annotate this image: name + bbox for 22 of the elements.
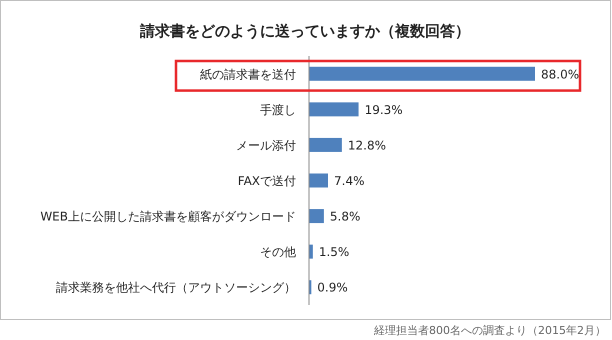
y-tick-label: メール添付 bbox=[236, 138, 296, 152]
data-label: 1.5% bbox=[318, 245, 350, 260]
y-tick-label: 紙の請求書を送付 bbox=[200, 67, 296, 82]
bar bbox=[309, 138, 342, 152]
y-tick-label: その他 bbox=[260, 245, 296, 260]
bar bbox=[309, 244, 313, 259]
chart-title: 請求書をどのように送っていますか（複数回答） bbox=[139, 22, 470, 40]
bar bbox=[309, 102, 359, 116]
y-tick-label: 請求業務を他社へ代行（アウトソーシング） bbox=[56, 280, 296, 295]
data-label: 5.8% bbox=[330, 210, 360, 224]
bar bbox=[309, 174, 328, 188]
data-label: 7.4% bbox=[334, 174, 365, 188]
data-label: 0.9% bbox=[317, 280, 348, 295]
data-label: 19.3% bbox=[364, 102, 403, 117]
data-label: 88.0% bbox=[541, 67, 580, 82]
y-tick-label: FAXで送付 bbox=[238, 174, 296, 188]
text: 経理担当者800名への調査より（2015年2月） bbox=[373, 324, 606, 337]
bar bbox=[309, 66, 535, 81]
bar bbox=[309, 209, 324, 224]
data-label: 12.8% bbox=[348, 138, 386, 152]
y-tick-label: WEB上に公開した請求書を顧客がダウンロード bbox=[40, 210, 296, 224]
y-tick-label: 手渡し bbox=[260, 102, 296, 117]
